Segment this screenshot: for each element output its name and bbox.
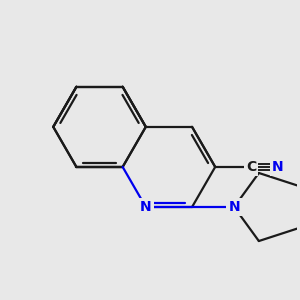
Text: N: N — [228, 200, 240, 214]
Text: N: N — [272, 160, 284, 174]
Text: N: N — [140, 200, 152, 214]
Text: C: C — [246, 160, 256, 174]
